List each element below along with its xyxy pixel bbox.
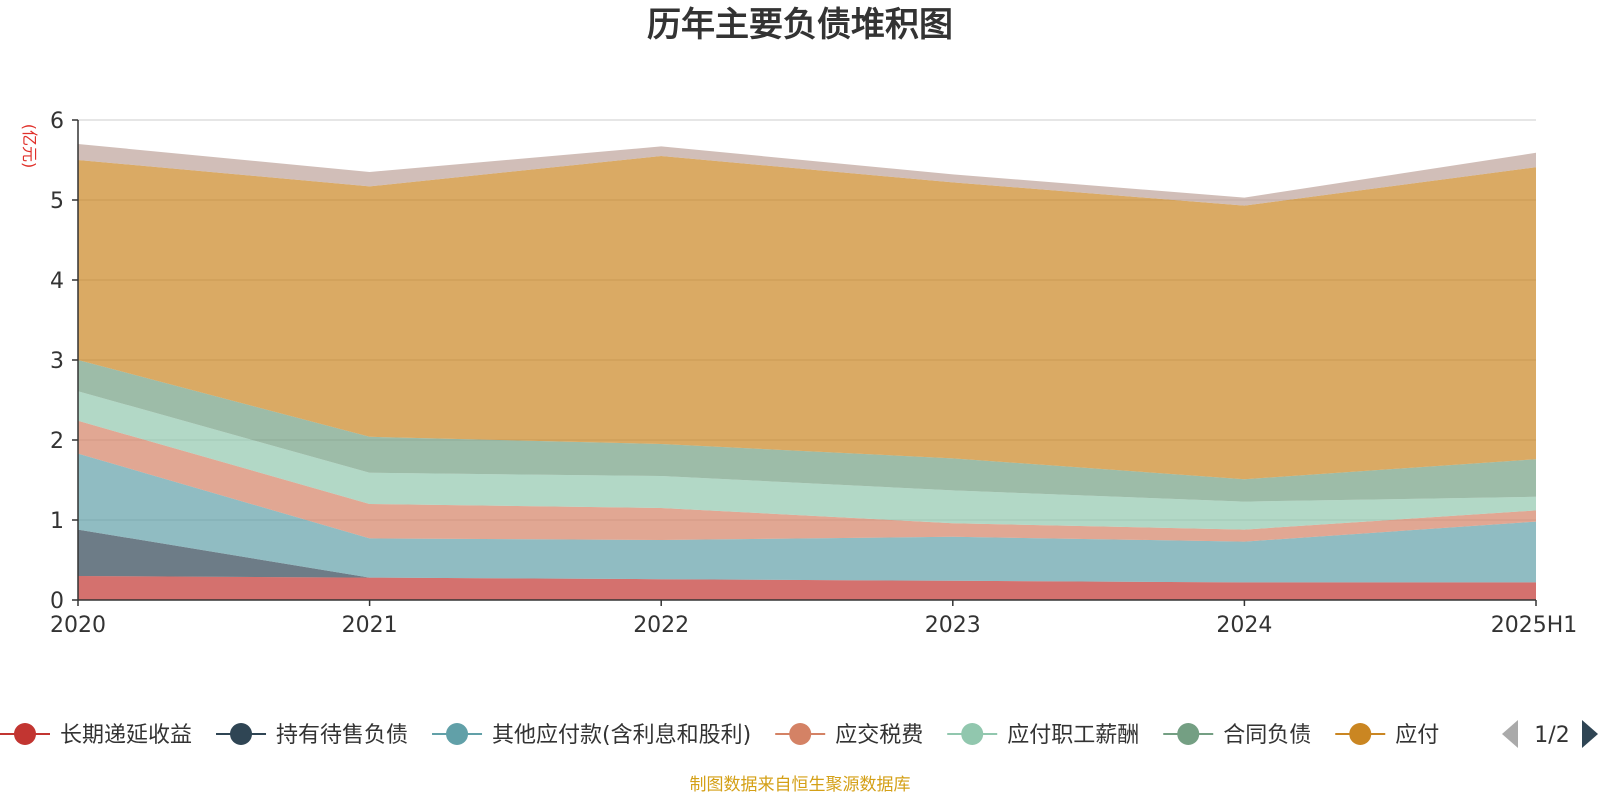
x-tick-label: 2022 xyxy=(633,613,689,638)
legend-item[interactable]: 应付职工薪酬 xyxy=(947,723,1139,748)
legend-marker-icon xyxy=(230,723,253,745)
area-series xyxy=(78,576,1536,600)
axes: 0 1 2 3 4 5 6 2020 2021 2022 2023 2024 2025H1 xyxy=(50,109,1577,638)
y-tick-label: 3 xyxy=(50,349,64,374)
y-tick-label: 5 xyxy=(50,189,64,214)
y-tick-label: 6 xyxy=(50,109,64,134)
x-tick-label: 2024 xyxy=(1216,613,1272,638)
area-series xyxy=(78,156,1536,480)
legend-label: 其他应付款(含利息和股利) xyxy=(492,723,751,748)
area-series xyxy=(78,391,1536,530)
y-tick-label: 2 xyxy=(50,429,64,454)
legend-label: 持有待售负债 xyxy=(276,723,408,748)
area-series xyxy=(78,420,1536,542)
area-series xyxy=(78,360,1536,502)
legend-label: 应付职工薪酬 xyxy=(1007,723,1139,748)
legend-label: 长期递延收益 xyxy=(60,723,192,748)
legend-marker-icon xyxy=(1349,723,1372,745)
legend-item[interactable]: 合同负债 xyxy=(1163,723,1311,748)
legend-page-indicator: 1/2 xyxy=(1534,723,1569,748)
area-series xyxy=(78,144,1536,206)
legend-marker-icon xyxy=(789,723,812,745)
legend-item[interactable]: 其他应付款(含利息和股利) xyxy=(432,723,751,748)
legend-items: 长期递延收益 持有待售负债 其他应付款(含利息和股利) 应交税费 应付职工薪酬 合同负债 应… xyxy=(0,723,1439,748)
legend-next-page-icon[interactable] xyxy=(1582,720,1598,748)
legend-item[interactable]: 应付 xyxy=(1335,723,1439,748)
legend-label: 合同负债 xyxy=(1223,723,1311,748)
stacked-areas xyxy=(78,144,1536,600)
x-tick-label: 2021 xyxy=(342,613,398,638)
y-tick-label: 0 xyxy=(50,589,64,614)
legend-label: 应交税费 xyxy=(835,723,923,748)
x-tick-label: 2020 xyxy=(50,613,106,638)
legend-marker-icon xyxy=(1177,723,1200,745)
source-note: 制图数据来自恒生聚源数据库 xyxy=(690,775,911,795)
legend-marker-icon xyxy=(446,723,469,745)
legend-item[interactable]: 长期递延收益 xyxy=(0,723,192,748)
y-tick-label: 1 xyxy=(50,509,64,534)
legend-item[interactable]: 持有待售负债 xyxy=(216,723,408,748)
legend-marker-icon xyxy=(14,723,36,745)
x-tick-label: 2023 xyxy=(925,613,981,638)
legend-item[interactable]: 应交税费 xyxy=(775,723,923,748)
y-tick-label: 4 xyxy=(50,269,64,294)
legend-pager: 1/2 xyxy=(1502,720,1598,748)
legend-prev-page-icon[interactable] xyxy=(1502,720,1518,748)
legend: 长期递延收益 持有待售负债 其他应付款(含利息和股利) 应交税费 应付职工薪酬 合同负债 应… xyxy=(0,720,1598,748)
x-tick-label: 2025H1 xyxy=(1491,613,1578,638)
area-series xyxy=(78,453,1536,583)
legend-marker-icon xyxy=(961,723,984,745)
chart-title: 历年主要负债堆积图 xyxy=(647,5,953,45)
legend-label: 应付 xyxy=(1395,723,1439,748)
y-axis-unit-label: (亿元) xyxy=(20,124,39,169)
